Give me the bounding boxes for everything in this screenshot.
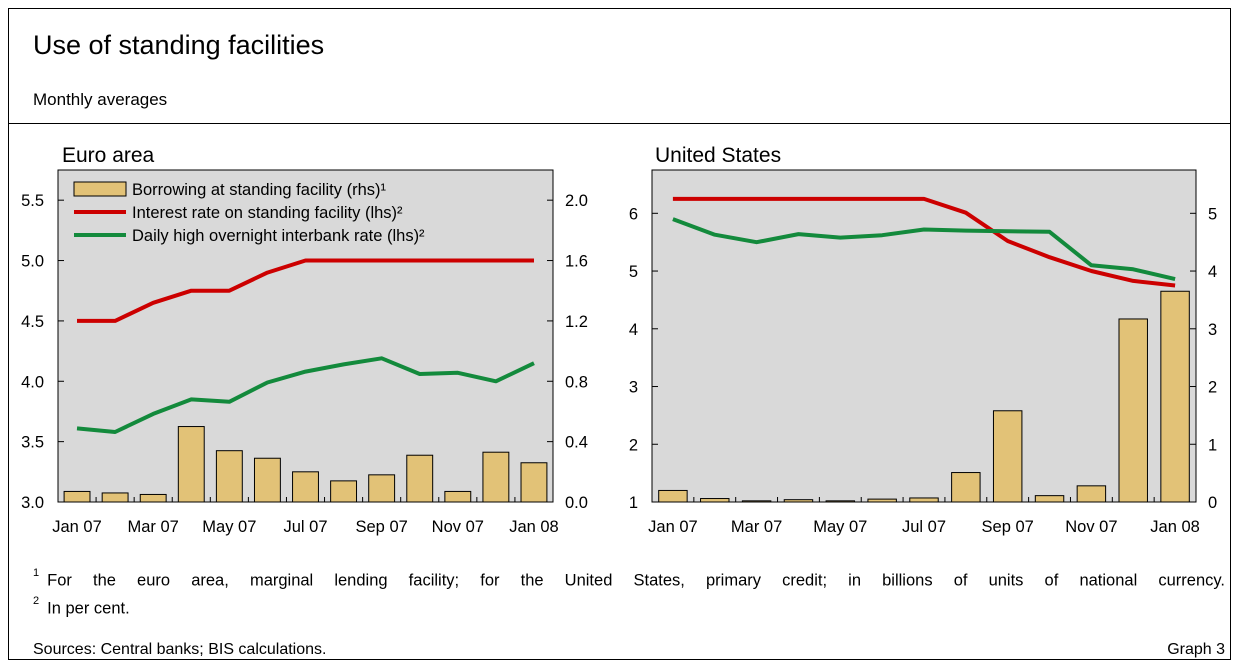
euro-bar (406, 454, 434, 503)
euro-bar (368, 474, 396, 503)
us-x-tick-label: Jul 07 (902, 518, 946, 536)
graph-subtitle: Monthly averages (33, 90, 168, 109)
us-panel-title: United States (655, 144, 781, 167)
us-bar (1034, 495, 1065, 503)
us-x-tick-label: Nov 07 (1065, 518, 1117, 536)
us-left-tick-label: 6 (629, 205, 638, 223)
us-plot-border (651, 169, 1197, 503)
us-bar (700, 498, 730, 503)
us-right-tick-label: 1 (1208, 436, 1217, 454)
us-bar (1160, 290, 1190, 503)
euro-bar (292, 471, 319, 503)
legend-label: Borrowing at standing facility (rhs)¹ (132, 181, 387, 199)
us-bar (1118, 318, 1148, 503)
euro-bar (139, 493, 167, 503)
euro-overnight-rate-line (76, 356, 535, 434)
euro-bar (101, 492, 129, 503)
euro-left-tick-label: 5.0 (21, 253, 44, 271)
euro-plot-area (58, 170, 553, 502)
euro-right-tick-label: 2.0 (565, 192, 588, 210)
euro-x-tick-label: Sep 07 (356, 518, 408, 536)
euro-right-tick-label: 0.8 (565, 373, 588, 391)
us-x-tick-label: May 07 (813, 518, 867, 536)
euro-bar (444, 490, 472, 503)
euro-left-tick-label: 4.0 (21, 373, 44, 391)
graph-frame (8, 8, 1231, 660)
us-left-tick-label: 3 (629, 379, 638, 397)
footnote-2-text: In per cent. (47, 599, 130, 618)
legend-label: Interest rate on standing facility (lhs)… (132, 204, 403, 222)
us-right-tick-label: 2 (1208, 379, 1217, 397)
euro-bar (253, 457, 281, 503)
graph-number: Graph 3 (1167, 641, 1225, 658)
euro-plot-border (57, 169, 554, 503)
us-right-tick-label: 0 (1208, 494, 1217, 512)
sources-note: Sources: Central banks; BIS calculations… (33, 641, 327, 658)
euro-x-tick-label: Jul 07 (283, 518, 327, 536)
us-plot-area (652, 170, 1196, 502)
us-interest-rate-line (672, 196, 1176, 288)
euro-x-tick-label: Jan 07 (52, 518, 102, 536)
us-bar (992, 410, 1023, 503)
us-bar (658, 489, 688, 503)
euro-bar (330, 480, 358, 503)
footnote-2: 2 In per cent. (33, 595, 1225, 619)
legend-swatch-bar (73, 181, 127, 197)
euro-bar (520, 462, 548, 503)
euro-bar (63, 490, 91, 503)
euro-panel-title: Euro area (62, 144, 155, 167)
us-left-tick-label: 2 (629, 436, 638, 454)
header-divider (8, 123, 1231, 124)
euro-bar (177, 426, 205, 503)
footnote-1-mark: 1 (33, 567, 40, 579)
us-bar (951, 472, 981, 503)
euro-bar (215, 450, 243, 503)
us-left-tick-label: 5 (629, 263, 638, 281)
us-left-tick-label: 1 (629, 494, 638, 512)
us-x-tick-label: Jan 07 (648, 518, 698, 536)
us-x-tick-label: Sep 07 (982, 518, 1034, 536)
us-x-tick-label: Mar 07 (731, 518, 782, 536)
footnote-1-text: For the euro area, marginal lending faci… (47, 571, 1225, 590)
euro-interest-rate-line (77, 258, 534, 323)
euro-x-tick-label: Mar 07 (128, 518, 179, 536)
us-bar (909, 497, 939, 503)
euro-left-tick-label: 5.5 (21, 192, 44, 210)
graph-title: Use of standing facilities (33, 30, 325, 60)
euro-right-tick-label: 1.6 (565, 253, 588, 271)
euro-left-tick-label: 4.5 (21, 313, 44, 331)
euro-left-tick-label: 3.0 (21, 494, 44, 512)
us-right-tick-label: 3 (1208, 321, 1217, 339)
euro-bar (482, 451, 510, 503)
legend-label: Daily high overnight interbank rate (lhs… (132, 227, 425, 245)
us-left-tick-label: 4 (629, 321, 638, 339)
footnote-2-mark: 2 (33, 595, 40, 607)
euro-right-tick-label: 1.2 (565, 313, 588, 331)
euro-x-tick-label: May 07 (202, 518, 256, 536)
euro-right-tick-label: 0.0 (565, 494, 588, 512)
us-right-tick-label: 5 (1208, 205, 1217, 223)
euro-left-tick-label: 3.5 (21, 434, 44, 452)
us-right-tick-label: 4 (1208, 263, 1217, 281)
us-overnight-rate-line (672, 217, 1176, 282)
euro-x-tick-label: Nov 07 (432, 518, 484, 536)
us-bar (1076, 485, 1107, 503)
us-x-tick-label: Jan 08 (1150, 518, 1200, 536)
footnote-1: 1 For the euro area, marginal lending fac… (33, 567, 1225, 591)
euro-right-tick-label: 0.4 (565, 434, 588, 452)
euro-x-tick-label: Jan 08 (509, 518, 559, 536)
